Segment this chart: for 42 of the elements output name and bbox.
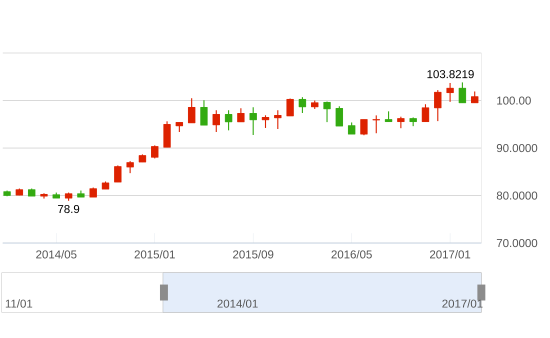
candlestick — [397, 116, 405, 129]
candlestick — [422, 104, 430, 122]
y-tick-label: 70.0000 — [496, 238, 538, 247]
candlestick — [126, 160, 134, 174]
annotation: 78.9 — [58, 204, 80, 213]
candlestick — [384, 110, 392, 122]
candlestick — [274, 110, 282, 130]
candlestick — [224, 110, 232, 131]
text: 2014/01 — [217, 299, 258, 308]
x-tick-label: 2016/05 — [332, 250, 372, 258]
y-tick-label: 80.0000 — [496, 191, 538, 200]
candlestick — [348, 122, 356, 135]
candlestick — [90, 186, 97, 198]
x-tick-label: 2015/01 — [134, 250, 175, 258]
candlestick — [262, 114, 270, 128]
text: 2017/01 — [442, 299, 483, 308]
candlestick — [360, 118, 368, 136]
x-tick-label: 2017/01 — [430, 250, 470, 258]
candlestick — [212, 110, 220, 132]
candlestick — [298, 96, 306, 114]
candlestick — [114, 164, 122, 183]
candlestick — [471, 90, 478, 104]
candlestick — [237, 108, 245, 122]
candlestick — [372, 114, 380, 134]
candlestick — [336, 106, 344, 127]
candlestick — [286, 98, 294, 116]
candlestick — [434, 89, 442, 122]
candlestick — [446, 82, 454, 102]
annotation: 103.8219 — [427, 70, 474, 78]
y-tick-label: 90.0000 — [496, 144, 538, 152]
candlestick — [163, 120, 171, 148]
y-tick-label: 100.00 — [497, 96, 531, 104]
candlestick — [188, 98, 196, 124]
x-tick-label: 2014/05 — [36, 250, 76, 258]
candlestick — [151, 144, 158, 159]
candlestick — [200, 100, 208, 126]
text: 11/01 — [6, 299, 32, 308]
candlestick — [323, 100, 331, 123]
candlestick — [176, 122, 184, 132]
candlestick — [458, 82, 466, 104]
x-tick-label: 2015/09 — [233, 250, 274, 258]
candlestick — [249, 106, 257, 136]
